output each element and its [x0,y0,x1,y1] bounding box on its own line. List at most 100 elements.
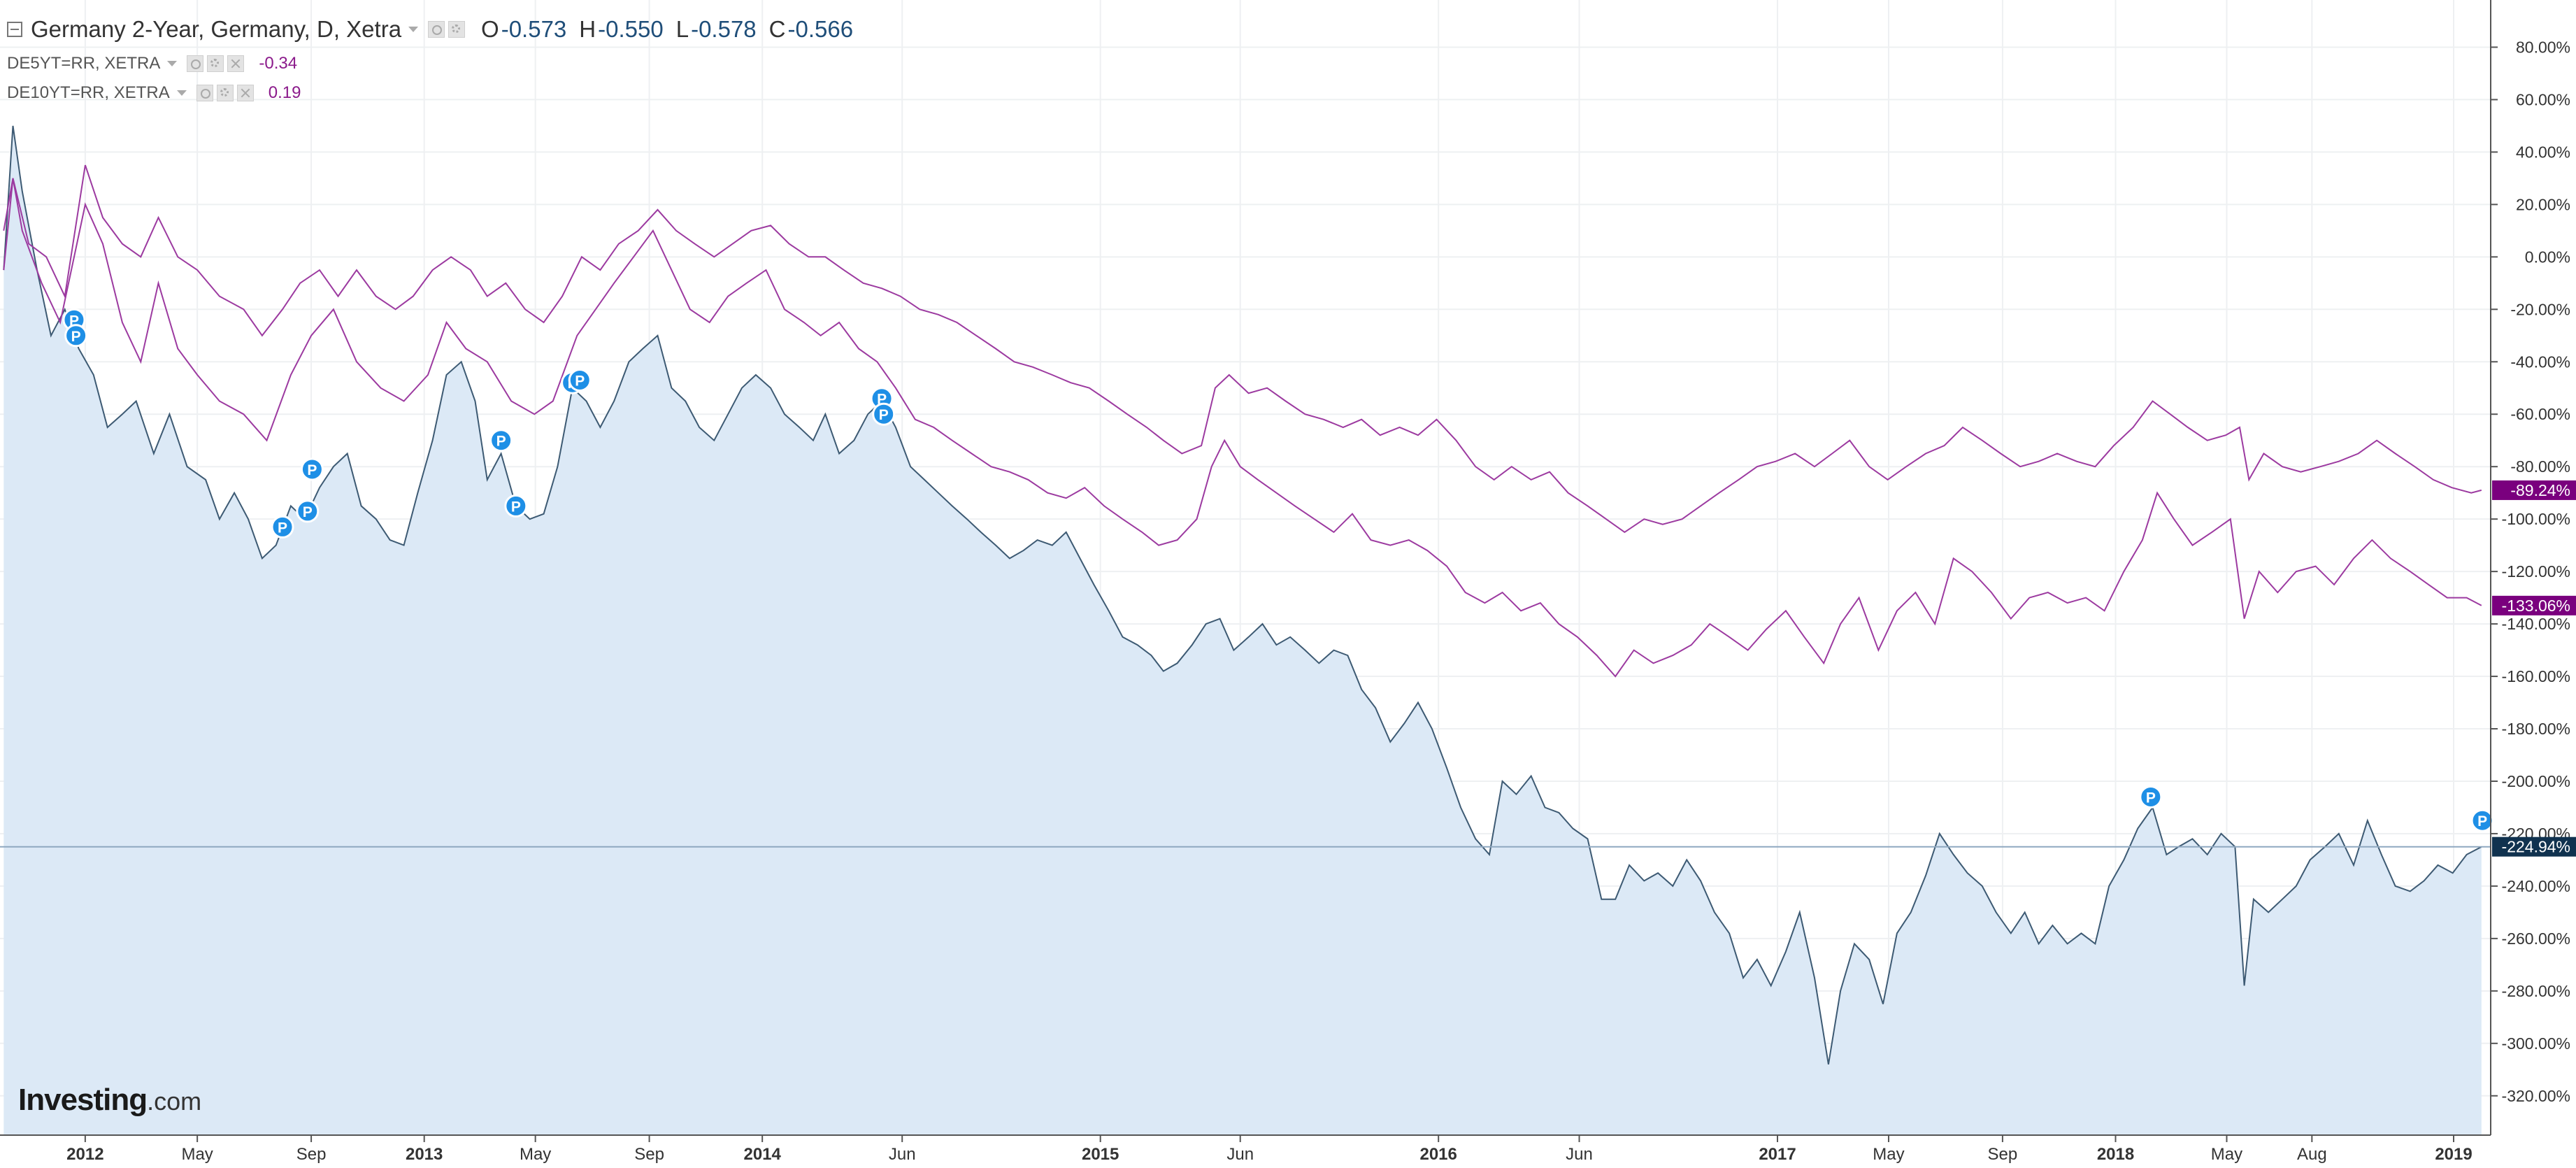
x-tick-label: 2014 [743,1145,781,1164]
close-value: -0.566 [787,16,854,42]
event-marker-label: P [2146,790,2156,806]
y-tick-label: 20.00% [2516,195,2570,213]
gear-icon[interactable] [448,21,466,38]
event-marker-label: P [278,520,287,536]
investing-logo: Investing.com [18,1083,201,1118]
x-tick-label: Jun [1566,1145,1593,1164]
close-label: C [768,16,786,42]
x-tick-label: Sep [634,1145,664,1164]
high-label: H [579,16,596,42]
x-tick-label: 2019 [2435,1145,2472,1164]
y-tick-label: 80.00% [2516,38,2570,56]
event-marker [504,494,528,518]
y-tick-label: -20.00% [2510,300,2570,318]
event-marker-label: P [303,504,313,520]
event-marker-label: P [511,499,521,515]
line-series-2 [3,178,2482,678]
x-tick-label: 2012 [66,1145,103,1164]
last-value-label-de5y-bg [2492,595,2576,615]
overlay-value: 0.19 [268,83,301,102]
y-tick-label: -300.00% [2502,1034,2570,1053]
y-tick-label: -160.00% [2502,667,2570,685]
logo-suffix: .com [147,1087,202,1116]
event-marker-label: P [71,329,81,345]
collapse-legend-icon[interactable] [7,22,22,37]
overlay-title: DE10YT=RR, XETRA [7,83,170,102]
y-tick-label: -260.00% [2502,930,2570,948]
logo-text: Investing [18,1083,148,1117]
overlay-legend-de5y: DE5YT=RR, XETRA -0.34 [7,49,853,78]
open-value: -0.573 [501,16,567,42]
x-tick-label: Sep [1988,1145,2018,1164]
event-marker-label: P [307,462,317,478]
event-marker [296,499,320,523]
last-value-label-de10y-bg [2492,480,2576,500]
line-series-1 [3,125,2482,1064]
main-series-title: Germany 2-Year, Germany, D, Xetra [31,16,402,42]
last-value-label-de10y: -89.24% [2510,481,2570,499]
area-fill-series-1 [3,125,2482,1135]
high-value: -0.550 [598,16,664,42]
y-tick-label: -60.00% [2510,405,2570,423]
event-marker-label: P [575,373,585,389]
y-tick-label: -280.00% [2502,982,2570,1000]
event-marker-label: P [879,407,889,423]
y-tick-label: 40.00% [2516,143,2570,161]
chevron-down-icon[interactable] [408,27,419,32]
x-tick-label: 2016 [1419,1145,1457,1164]
close-icon[interactable] [236,85,254,101]
x-tick-label: Jun [1226,1145,1254,1164]
overlay-value: -0.34 [259,54,298,73]
open-label: O [481,16,499,42]
gear-icon[interactable] [216,85,234,101]
y-tick-label: -200.00% [2502,772,2570,790]
chevron-down-icon[interactable] [167,61,178,66]
eye-icon[interactable] [196,85,213,101]
event-marker-label: P [2477,813,2487,829]
event-marker [568,368,592,392]
last-value-label-de2y-bg [2492,836,2576,857]
x-tick-label: May [1873,1145,1904,1164]
overlay-legend-de10y: DE10YT=RR, XETRA 0.19 [7,78,853,108]
event-marker [271,515,294,539]
x-tick-label: 2018 [2097,1145,2134,1164]
x-tick-label: 2015 [1082,1145,1119,1164]
y-tick-label: -180.00% [2502,720,2570,738]
x-tick-label: May [2211,1145,2242,1164]
y-tick-label: -100.00% [2502,510,2570,528]
gear-icon[interactable] [207,55,224,72]
x-tick-label: Aug [2297,1145,2327,1164]
last-value-label-de2y: -224.94% [2502,838,2570,856]
overlay-title: DE5YT=RR, XETRA [7,54,161,73]
low-value: -0.578 [691,16,757,42]
line-series-3 [3,164,2482,534]
eye-icon[interactable] [187,55,204,72]
event-marker [872,402,896,426]
chart-legend: Germany 2-Year, Germany, D, Xetra O -0.57… [7,10,853,108]
low-label: L [675,16,689,42]
close-icon[interactable] [227,55,245,72]
last-value-label-de5y: -133.06% [2502,597,2570,615]
x-tick-label: Sep [296,1145,327,1164]
event-marker-label: P [496,434,506,450]
x-tick-label: May [520,1145,551,1164]
x-tick-label: Jun [889,1145,916,1164]
x-tick-label: May [181,1145,213,1164]
event-marker [2470,809,2494,832]
y-tick-label: -40.00% [2510,352,2570,371]
event-marker [2139,785,2163,809]
event-marker [64,324,88,348]
eye-icon[interactable] [428,21,445,38]
y-tick-label: -120.00% [2502,562,2570,581]
y-tick-label: -240.00% [2502,877,2570,895]
event-marker [489,429,513,453]
main-series-legend: Germany 2-Year, Germany, D, Xetra O -0.57… [7,10,853,49]
chevron-down-icon[interactable] [176,90,187,96]
y-tick-label: -320.00% [2502,1087,2570,1105]
event-marker [300,457,324,481]
y-tick-label: -140.00% [2502,615,2570,633]
y-tick-label: 60.00% [2516,90,2570,108]
y-tick-label: 0.00% [2525,248,2570,266]
